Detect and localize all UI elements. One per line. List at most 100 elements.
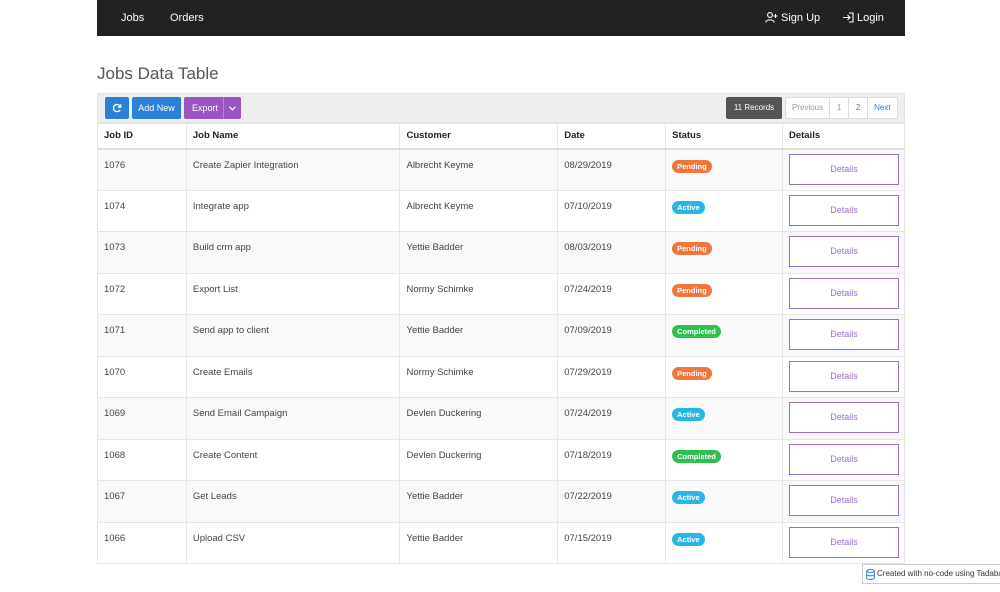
status-badge: Active	[672, 200, 705, 214]
details-button[interactable]: Details	[788, 443, 899, 475]
cell-customer: Albrecht Keyme	[399, 148, 559, 191]
cell-status: Completed	[665, 438, 783, 481]
cell-job-id: 1068	[97, 438, 187, 481]
details-button[interactable]: Details	[788, 485, 899, 516]
table-row: 1066 Upload CSV Yettie Badder 07/15/2019 Act…	[97, 521, 906, 564]
cell-job-id: 1067	[97, 480, 187, 523]
table-row: 1070 Create Emails Normy Schimke 07/29/2019…	[97, 355, 906, 398]
cell-date: 07/09/2019	[557, 314, 667, 357]
pagination-page-1[interactable]: 1	[830, 98, 850, 118]
pagination: Previous 1 2 Next	[785, 97, 898, 119]
pagination-previous[interactable]: Previous	[786, 98, 831, 118]
cell-customer: Yettie Badder	[399, 231, 559, 274]
pagination-next[interactable]: Next	[874, 103, 891, 112]
cell-details: Details	[781, 480, 906, 523]
refresh-icon	[112, 103, 122, 113]
cell-customer: Yettie Badder	[399, 480, 559, 523]
cell-details: Details	[781, 521, 906, 564]
details-button[interactable]: Details	[788, 277, 899, 309]
table-row: 1071 Send app to client Yettie Badder 07/09…	[97, 314, 906, 357]
chevron-down-icon[interactable]	[223, 97, 241, 119]
login-label: Login	[857, 12, 884, 24]
cell-date: 07/22/2019	[557, 480, 667, 523]
nav-jobs-link[interactable]: Jobs	[121, 12, 145, 24]
cell-job-id: 1076	[97, 148, 187, 191]
table-row: 1076 Create Zapier Integration Albrecht Ke…	[97, 148, 906, 191]
cell-customer: Normy Schimke	[399, 272, 559, 315]
cell-date: 07/29/2019	[557, 355, 667, 398]
header-status[interactable]: Status	[665, 123, 783, 150]
database-icon	[866, 569, 875, 580]
details-button[interactable]: Details	[788, 526, 899, 558]
status-badge: Active	[672, 408, 705, 421]
records-count-badge: 11 Records	[726, 97, 782, 119]
cell-status: Active	[665, 189, 783, 232]
cell-status: Pending	[665, 272, 783, 315]
cell-details: Details	[781, 272, 906, 315]
header-customer[interactable]: Customer	[399, 123, 559, 150]
cell-job-id: 1073	[97, 231, 187, 274]
status-badge: Active	[672, 532, 705, 546]
credit-text: Created with no-code using Tadabas	[877, 569, 1000, 578]
cell-date: 08/29/2019	[557, 148, 667, 191]
tadabase-credit-badge[interactable]: Created with no-code using Tadabas	[862, 564, 1000, 584]
cell-status: Pending	[665, 231, 783, 274]
cell-job-id: 1074	[97, 189, 187, 232]
refresh-button[interactable]	[105, 97, 129, 119]
cell-job-name: Create Emails	[185, 355, 401, 398]
table-row: 1073 Build crm app Yettie Badder 08/03/2019…	[97, 231, 906, 274]
details-button[interactable]: Details	[788, 360, 899, 392]
page-title: Jobs Data Table	[97, 64, 219, 83]
cell-details: Details	[781, 189, 906, 232]
cell-customer: Yettie Badder	[399, 314, 559, 357]
details-button[interactable]: Details	[788, 194, 899, 226]
table-header-row: Job ID Job Name Customer Date Status Det…	[97, 123, 906, 150]
cell-job-id: 1072	[97, 272, 187, 315]
cell-details: Details	[781, 397, 906, 440]
cell-job-name: Send app to client	[185, 314, 401, 357]
cell-job-name: Build crm app	[185, 231, 401, 274]
cell-job-name: Integrate app	[185, 189, 401, 232]
cell-customer: Yettie Badder	[399, 521, 559, 564]
cell-status: Active	[665, 480, 783, 523]
details-button[interactable]: Details	[788, 402, 899, 433]
status-badge: Completed	[672, 449, 721, 463]
export-label: Export	[192, 103, 219, 113]
add-new-button[interactable]: Add New	[132, 97, 181, 119]
table-row: 1067 Get Leads Yettie Badder 07/22/2019 Acti…	[97, 480, 906, 523]
details-button[interactable]: Details	[788, 319, 899, 350]
header-job-id[interactable]: Job ID	[97, 123, 187, 150]
cell-date: 07/10/2019	[557, 189, 667, 232]
details-button[interactable]: Details	[788, 236, 899, 267]
cell-status: Active	[665, 521, 783, 564]
table-row: 1068 Create Content Devlen Duckering 07/18/…	[97, 438, 906, 481]
table-toolbar: Add New Export 11 Records Previous 1 2 N…	[97, 93, 905, 123]
jobs-table: Job ID Job Name Customer Date Status Det…	[97, 123, 906, 564]
nav-login-link[interactable]: Login	[842, 0, 884, 36]
table-row: 1069 Send Email Campaign Devlen Duckering 0…	[97, 397, 906, 440]
status-badge: Pending	[672, 159, 712, 173]
cell-customer: Devlen Duckering	[399, 397, 559, 440]
header-job-name[interactable]: Job Name	[185, 123, 401, 150]
status-badge: Active	[672, 491, 705, 504]
cell-job-id: 1071	[97, 314, 187, 357]
details-button[interactable]: Details	[788, 153, 899, 185]
pagination-page-2[interactable]: 2	[849, 98, 869, 118]
cell-job-id: 1070	[97, 355, 187, 398]
cell-job-name: Get Leads	[185, 480, 401, 523]
status-badge: Pending	[672, 242, 712, 255]
header-date[interactable]: Date	[557, 123, 667, 150]
nav-orders-link[interactable]: Orders	[170, 12, 204, 24]
cell-date: 08/03/2019	[557, 231, 667, 274]
export-button[interactable]: Export	[184, 97, 241, 119]
user-plus-icon	[765, 11, 778, 23]
cell-date: 07/24/2019	[557, 397, 667, 440]
nav-signup-link[interactable]: Sign Up	[765, 0, 820, 36]
cell-date: 07/15/2019	[557, 521, 667, 564]
cell-details: Details	[781, 231, 906, 274]
sign-in-icon	[843, 12, 854, 23]
cell-job-name: Send Email Campaign	[185, 397, 401, 440]
status-badge: Pending	[672, 283, 712, 297]
status-badge: Pending	[672, 366, 712, 380]
cell-job-name: Create Content	[185, 438, 401, 481]
